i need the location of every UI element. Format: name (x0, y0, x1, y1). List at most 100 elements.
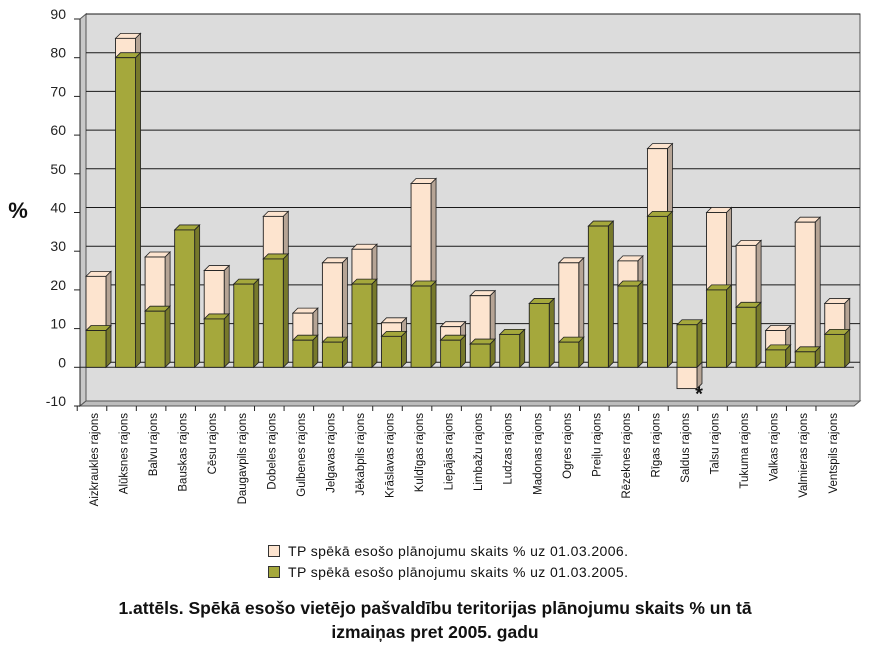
x-tick-label: Jēkabpils rajons (355, 413, 367, 496)
x-tick-label: Ventspils rajons (828, 413, 840, 494)
bar-2005-17-side (607, 220, 614, 369)
bar-2005-19-side (667, 210, 673, 369)
figure-caption: 1.attēls. Spēkā esošo vietējo pašvaldību… (0, 596, 870, 644)
bar-2005-1-side (135, 51, 141, 369)
annotation-asterisk: * (695, 384, 703, 406)
bar-2006-21-side (726, 206, 732, 291)
x-tick-label: Alūksnes rajons (119, 413, 131, 494)
bar-2005-13-side (489, 338, 496, 369)
x-tick-label: Valmieras rajons (798, 413, 810, 498)
x-tick-label: Saldus rajons (680, 413, 692, 483)
bar-2005-13-front (469, 343, 491, 368)
x-tick-label: Rēzeknes rajons (621, 413, 633, 499)
x-tick-label: Cēsu rajons (207, 413, 219, 475)
bar-2005-7-front (292, 339, 314, 368)
y-axis-label: % (8, 198, 28, 223)
bar-2005-12-side (460, 334, 467, 369)
bar-2005-23-front (765, 349, 787, 368)
x-tick-label: Aizkraukles rajons (89, 413, 101, 507)
bar-2005-25-side (844, 328, 851, 369)
bar-2006-24-side (814, 216, 821, 353)
bar-2005-21-side (726, 283, 732, 369)
bar-2005-12-front (440, 339, 462, 368)
y-tick-label: 50 (50, 161, 66, 177)
x-tick-label: Preiļu rajons (591, 413, 603, 477)
legend-item-2005: TP spēkā esošo plānojumu skaits % uz 01.… (268, 561, 628, 582)
bar-2006-22-front (735, 244, 757, 308)
bar-2005-0-front (85, 330, 107, 368)
bar-2005-17-front (587, 225, 609, 368)
bar-2005-0-side (105, 324, 112, 369)
bar-2006-13-side (489, 289, 496, 346)
y-tick-label: 80 (50, 45, 66, 61)
y-tick-label: 60 (50, 122, 66, 138)
bar-2005-16-front (558, 341, 580, 368)
bar-2005-3-side (194, 223, 201, 369)
bar-2005-4-side (223, 312, 230, 369)
bar-2005-11-side (430, 280, 437, 369)
x-tick-label: Jelgavas rajons (325, 413, 337, 493)
bar-2005-21-front (706, 289, 727, 368)
y-tick-label: 30 (50, 238, 66, 254)
legend-swatch-2005 (268, 565, 280, 578)
x-tick-label: Ogres rajons (562, 413, 574, 479)
bar-2006-2-front (144, 256, 166, 312)
bar-2005-22-front (735, 306, 757, 368)
bar-2005-8-side (341, 336, 348, 369)
bar-2005-2-front (144, 310, 166, 368)
bar-2005-20-side (696, 318, 703, 369)
bar-2005-24-front (794, 351, 816, 368)
bar-2005-14-front (499, 333, 521, 368)
bar-2005-9-front (351, 283, 373, 368)
bar-2005-1-front (115, 57, 137, 368)
bar-2006-9-side (371, 243, 378, 286)
legend: TP spēkā esošo plānojumu skaits % uz 01.… (268, 540, 628, 582)
bar-2006-8-side (341, 256, 348, 344)
x-tick-label: Gulbenes rajons (296, 413, 308, 497)
bar-2006-2-side (164, 251, 171, 313)
bar-2005-2-side (164, 305, 171, 369)
x-tick-label: Dobeles rajons (266, 413, 278, 490)
bar-2006-4-side (223, 264, 230, 320)
bar-2005-5-side (253, 278, 260, 369)
bar-2005-8-front (321, 341, 343, 368)
y-tick-label: 20 (50, 277, 66, 293)
chart-svg: -10 0 10 20 30 40 50 60 70 80 90% Aizkraukles rajon… (8, 6, 862, 507)
bar-2006-4-front (203, 270, 225, 320)
bar-2005-7-side (312, 334, 319, 369)
legend-item-2006: TP spēkā esošo plānojumu skaits % uz 01.… (268, 540, 628, 561)
x-tick-label: Valkas rajons (769, 413, 781, 481)
y-tick-label: -10 (46, 393, 66, 409)
bar-2006-16-side (578, 256, 585, 344)
x-tick-label: Daugavpils rajons (237, 413, 249, 505)
bar-2005-11-front (410, 285, 432, 368)
bar-2005-6-front (262, 258, 284, 368)
x-tick-label: Tukuma rajons (739, 413, 751, 489)
x-tick-label: Balvu rajons (148, 413, 160, 477)
bar-2006-11-side (430, 177, 437, 287)
y-tick-label: 70 (50, 83, 66, 99)
legend-label-2005: TP spēkā esošo plānojumu skaits % uz 01.… (288, 563, 629, 580)
bar-2006-24-front (794, 221, 816, 353)
bar-2005-19-front (647, 215, 668, 368)
bar-2005-16-side (578, 336, 585, 369)
bar-2006-6-front (262, 215, 284, 260)
caption-line-2: izmaiņas pret 2005. gadu (331, 622, 539, 642)
bar-2005-25-front (824, 333, 846, 368)
bar-2006-11-front (410, 183, 432, 287)
x-tick-label: Rīgas rajons (650, 413, 662, 478)
bar-2006-20-front (676, 366, 698, 390)
bar-2005-10-side (401, 330, 407, 369)
y-tick-label: 0 (58, 354, 66, 370)
legend-swatch-2006 (268, 544, 280, 557)
bar-2006-16-front (558, 262, 580, 343)
y-tick-label: 10 (50, 316, 66, 332)
x-tick-label: Krāslavas rajons (385, 413, 397, 498)
y-tick-label: 40 (50, 200, 66, 216)
bar-2006-0-front (85, 275, 107, 331)
bar-2005-15-side (548, 297, 555, 369)
x-tick-label: Bauskas rajons (178, 413, 190, 492)
bar-2006-8-front (321, 262, 343, 343)
bar-2005-9-side (371, 278, 378, 369)
